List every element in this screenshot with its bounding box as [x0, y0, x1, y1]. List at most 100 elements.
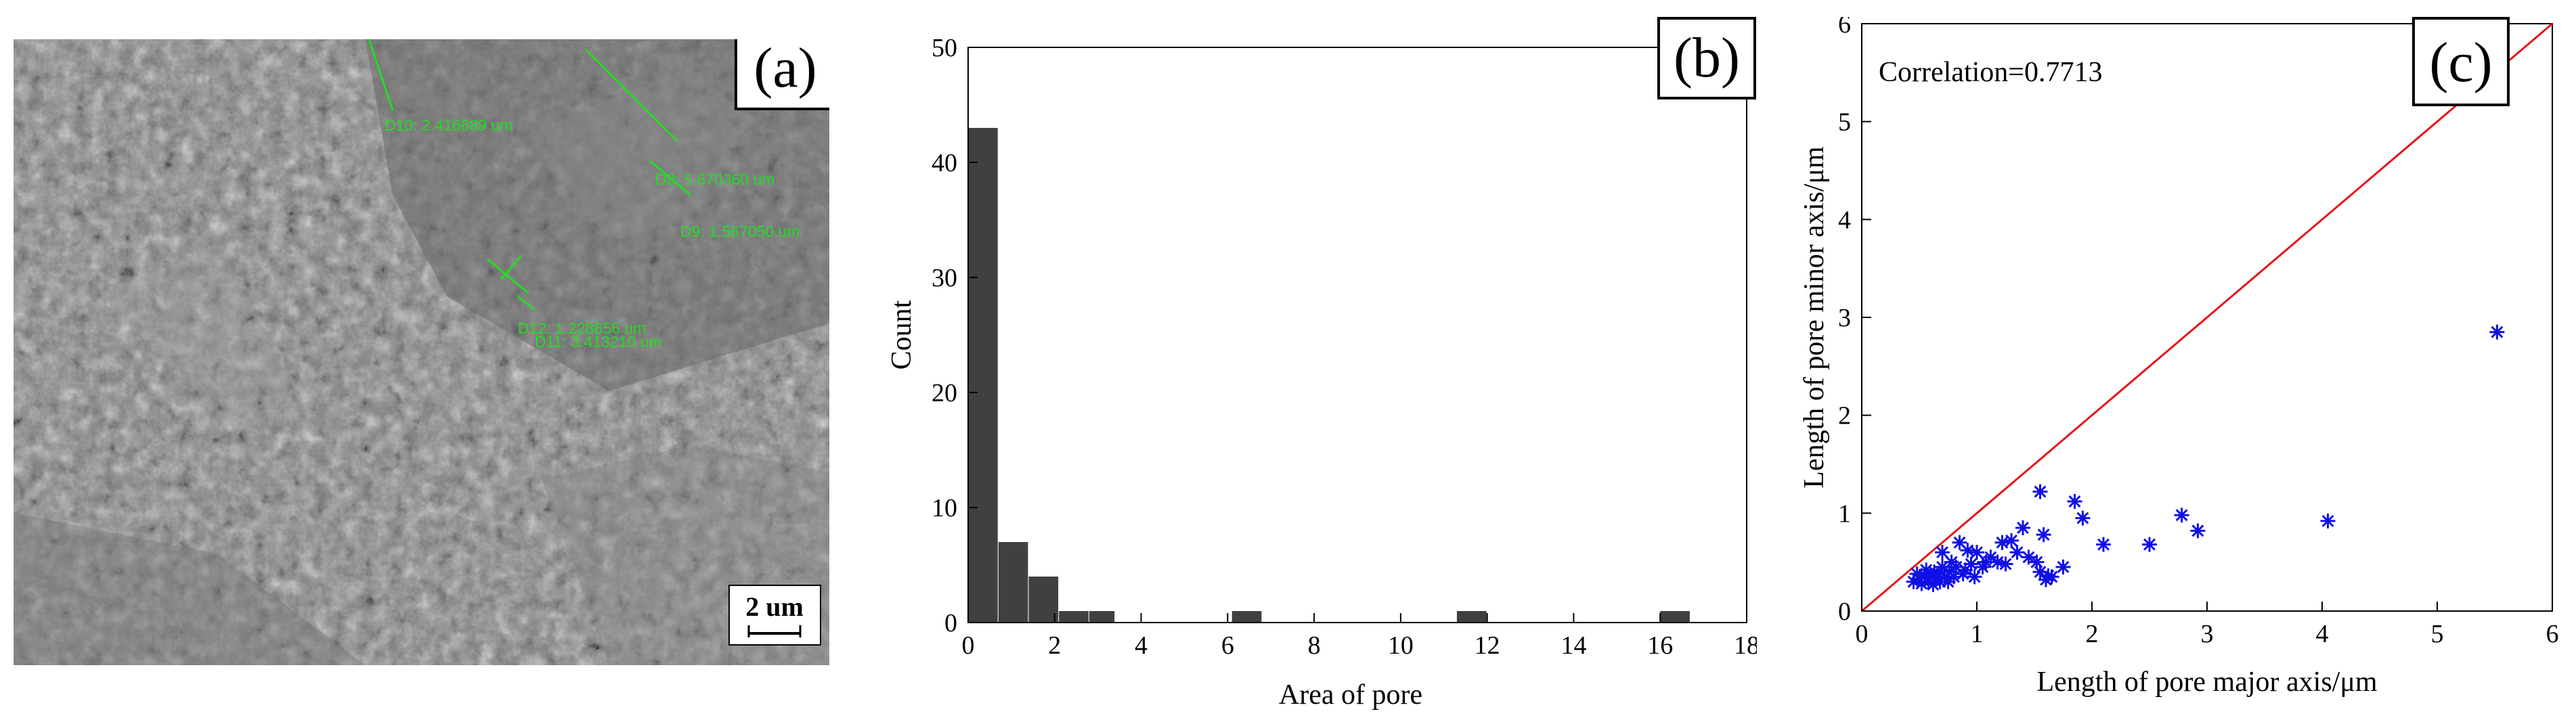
scatter-point-2 [1912, 571, 1927, 587]
histogram-bar-3 [1059, 611, 1089, 623]
plot-frame [967, 47, 1747, 623]
panel-a-tag: (a) [735, 39, 829, 110]
x-tick-label-6: 6 [2546, 620, 2559, 648]
x-tick-label-2: 2 [2086, 620, 2099, 648]
scatter-point-5 [1919, 562, 1934, 578]
x-axis-label: Length of pore major axis/μm [2036, 667, 2377, 698]
x-axis-label: Area of pore [1279, 679, 1422, 711]
scatter-point-53 [2489, 324, 2505, 340]
y-axis-label: Count [886, 300, 917, 369]
histogram-bar-2 [1028, 577, 1059, 623]
x-tick-label-4: 8 [1308, 631, 1321, 660]
x-tick-label-5: 10 [1388, 631, 1414, 660]
scatter-point-31 [1990, 554, 2005, 570]
scatter-point-13 [1935, 559, 1950, 575]
axis-length-scatter: 0 1 2 3 4 5 6 0 1 2 3 4 5 6 Correlation=0.7713 Length o… [1799, 10, 2559, 698]
y-tick-label-0: 0 [1838, 598, 1851, 626]
scatter-point-35 [2009, 545, 2025, 560]
x-tick-label-1: 1 [1971, 620, 1984, 648]
scatter-point-44 [2044, 569, 2059, 585]
scatter-point-3 [1914, 576, 1929, 591]
panel-c-tag: (c) [2429, 31, 2492, 94]
scatter-point-41 [2032, 564, 2048, 580]
x-tick-label-3: 6 [1221, 631, 1234, 660]
y-axis-label: Length of pore minor axis/μm [1799, 146, 1830, 489]
sem-micrograph: D10: 2.416689 um D8: 5.670360 um D9: 1.5… [14, 39, 829, 665]
scatter-point-9 [1927, 564, 1942, 580]
y-tick-label-2: 2 [1838, 402, 1851, 430]
histogram-bar-7 [1660, 611, 1690, 623]
scatter-point-42 [2038, 572, 2053, 587]
scatter-point-49 [2142, 537, 2157, 552]
panel-b-tag-box [1657, 17, 1756, 99]
scatter-point-36 [2015, 520, 2030, 536]
histogram-bar-4 [1089, 611, 1115, 623]
scale-bar-label: 2 um [745, 591, 804, 622]
x-tick-label-6: 12 [1475, 631, 1500, 660]
y-tick-label-2: 20 [932, 379, 957, 407]
x-tick-label-2: 4 [1135, 631, 1148, 660]
measurement-label-d8: D8: 5.670360 um [655, 171, 774, 188]
y-tick-label-0: 0 [944, 609, 957, 637]
x-tick-label-7: 14 [1560, 631, 1586, 660]
panel-c-tag-box [2412, 17, 2510, 106]
scatter-point-19 [1946, 569, 1961, 585]
correlation-annotation: Correlation=0.7713 [1879, 57, 2102, 88]
scatter-point-40 [2036, 527, 2051, 543]
scatter-point-7 [1923, 569, 1938, 585]
scatter-point-50 [2174, 508, 2189, 523]
pore-area-histogram: 0 2 4 6 8 10 12 14 16 18 0 10 20 30 40 50 Area of pore Co… [886, 17, 1760, 711]
scatter-point-33 [1998, 556, 2013, 572]
reference-line [1861, 22, 2553, 612]
x-tick-label-5: 5 [2431, 620, 2444, 648]
scatter-point-22 [1955, 566, 1971, 582]
scatter-point-6 [1921, 574, 1936, 589]
y-tick-label-4: 4 [1838, 206, 1851, 234]
scatter-point-11 [1930, 566, 1946, 582]
scatter-point-37 [2021, 549, 2036, 565]
scatter-point-51 [2190, 523, 2206, 539]
scatter-point-14 [1935, 545, 1950, 560]
scatter-point-23 [1958, 562, 1973, 578]
measurement-label-d10: D10: 2.416689 um [385, 116, 512, 134]
x-tick-label-1: 2 [1048, 631, 1061, 660]
scatter-point-27 [1969, 545, 1984, 560]
scatter-panel: 0 1 2 3 4 5 6 0 1 2 3 4 5 6 Correlation=0.7713 Length o… [1797, 10, 2576, 717]
histogram-bar-6 [1456, 611, 1487, 623]
scatter-point-38 [2029, 554, 2045, 570]
scatter-point-25 [1963, 556, 1979, 572]
scatter-point-8 [1925, 577, 1941, 592]
measurement-label-d12: D12: 1.228656 um [518, 319, 646, 337]
scatter-point-47 [2075, 510, 2091, 526]
scatter-point-45 [2055, 559, 2071, 575]
scatter-point-20 [1948, 559, 1964, 575]
x-tick-label-3: 3 [2201, 620, 2214, 648]
histogram-bar-5 [1231, 611, 1262, 623]
y-tick-label-4: 40 [932, 149, 957, 177]
y-tick-label-3: 3 [1838, 304, 1851, 332]
scatter-point-21 [1952, 535, 1967, 550]
x-tick-label-4: 4 [2316, 620, 2329, 648]
y-tick-label-1: 10 [932, 494, 957, 522]
scatter-point-46 [2067, 493, 2082, 509]
scatter-point-34 [2004, 533, 2019, 548]
measurement-label-d11: D11: 3.413210 um [535, 333, 662, 351]
x-tick-label-0: 0 [962, 631, 975, 660]
x-tick-label-0: 0 [1856, 620, 1869, 648]
scatter-point-32 [1994, 535, 2010, 550]
scatter-point-0 [1906, 574, 1921, 589]
scatter-point-30 [1983, 549, 1999, 565]
sem-image-panel: D10: 2.416689 um D8: 5.670360 um D9: 1.5… [14, 39, 829, 665]
scatter-point-26 [1967, 569, 1982, 585]
x-tick-label-8: 16 [1647, 631, 1673, 660]
scale-bar: 2 um [728, 585, 821, 646]
measurement-overlays [368, 39, 691, 311]
scatter-point-48 [2096, 537, 2111, 552]
y-tick-label-5: 5 [1838, 108, 1851, 137]
y-tick-label-5: 50 [932, 34, 957, 62]
y-tick-label-6: 6 [1838, 17, 1851, 39]
y-tick-label-3: 30 [932, 264, 957, 292]
y-tick-label-1: 1 [1838, 499, 1851, 528]
panel-b-tag: (b) [1674, 26, 1740, 89]
scatter-point-1 [1909, 566, 1925, 582]
